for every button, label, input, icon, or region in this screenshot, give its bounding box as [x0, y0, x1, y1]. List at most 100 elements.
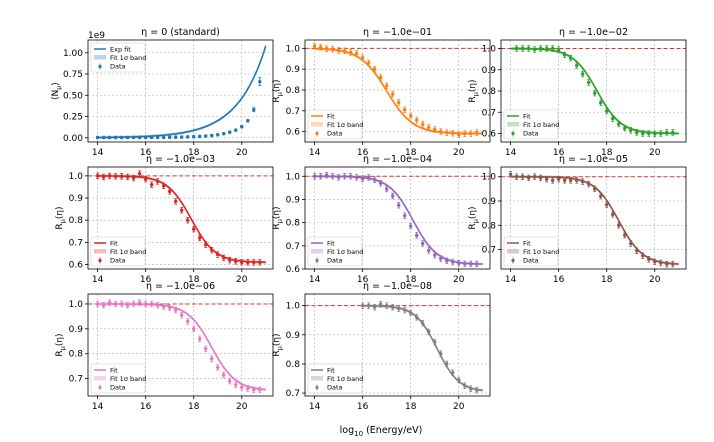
data-point	[605, 109, 609, 113]
data-point	[659, 131, 663, 136]
data-point	[593, 187, 597, 191]
fit-band	[362, 304, 483, 392]
data-point	[330, 47, 335, 52]
data-point	[623, 126, 627, 130]
y-tick-label: 0.9	[286, 65, 301, 75]
y-label-sub: μ	[59, 346, 67, 350]
offset-label: 1e9	[88, 31, 105, 41]
legend-marker-swatch	[315, 131, 319, 136]
data-point	[167, 135, 172, 139]
x-tick-label: 18	[405, 402, 417, 412]
data-point	[258, 79, 262, 84]
y-tick-label: 0.8	[286, 219, 301, 229]
x-tick-label: 20	[453, 275, 465, 285]
y-label-end: (η)	[468, 79, 478, 92]
data-point	[360, 303, 365, 308]
axes-frame	[87, 293, 274, 397]
y-tick-label: 1.0	[482, 173, 497, 183]
data-point	[421, 241, 425, 246]
data-point	[228, 130, 232, 134]
data-point	[433, 253, 437, 257]
legend-label: Fit 1σ band	[327, 121, 363, 129]
fit-line	[97, 303, 266, 391]
y-label-end: (η)	[272, 333, 282, 346]
x-tick-label: 18	[188, 275, 200, 285]
data-point	[95, 174, 100, 178]
data-point	[439, 352, 443, 356]
y-label-main: R	[468, 96, 478, 102]
data-point	[318, 174, 323, 178]
legend-label: Fit 1σ band	[327, 375, 363, 383]
y-axis-label: Rμ(η)	[55, 333, 67, 356]
data-point	[161, 184, 166, 188]
data-point	[204, 347, 208, 351]
data-point	[198, 337, 202, 341]
data-point	[312, 44, 317, 48]
y-label-end: (η)	[272, 79, 282, 92]
subplot-title: η = −1.0e−08	[363, 281, 432, 292]
data-point	[173, 135, 178, 139]
data-point	[234, 259, 238, 263]
data-point	[113, 135, 118, 140]
legend-label: Fit	[327, 240, 335, 248]
y-tick-label: 0.25	[63, 113, 83, 123]
data-point	[378, 75, 383, 80]
x-tick-label: 18	[601, 275, 613, 285]
data-point	[180, 135, 184, 139]
data-point	[593, 91, 597, 95]
legend-label: Data	[110, 257, 126, 265]
data-point	[137, 301, 142, 305]
x-tick-label: 20	[453, 148, 465, 158]
x-tick-label: 18	[405, 275, 417, 285]
fit-band	[97, 44, 266, 139]
data-point	[390, 305, 395, 309]
data-point	[403, 108, 407, 112]
y-tick-label: 0.8	[69, 216, 84, 226]
x-tick-label: 16	[357, 402, 369, 412]
y-tick-label: 0.9	[69, 194, 84, 204]
data-point	[167, 189, 172, 194]
data-point	[137, 171, 142, 176]
data-point	[101, 303, 106, 307]
subplot-title: η = −1.0e−03	[146, 154, 215, 165]
x-tick-label: 14	[92, 275, 104, 285]
data-point	[372, 67, 377, 71]
y-label-main: ⟨N	[51, 90, 61, 100]
subplot-4: 14 16 18 20 0.6 0.7 0.8 0.9 1.0 η = −1.0e−03 Rμ(η)…	[55, 154, 274, 285]
y-tick-label: 0.6	[286, 265, 301, 275]
x-tick-label: 14	[309, 275, 321, 285]
y-axis-label: Rμ(η)	[272, 333, 284, 356]
data-point	[568, 56, 573, 60]
data-point	[599, 100, 603, 105]
y-tick-label: 0.6	[69, 261, 84, 271]
y-tick-label: 0.7	[482, 108, 496, 118]
data-point	[131, 302, 136, 306]
legend-label: Fit 1σ band	[327, 248, 363, 256]
data-point	[186, 218, 190, 222]
legend-label: Fit	[110, 367, 118, 375]
data-point	[403, 213, 407, 218]
legend-marker-swatch	[98, 258, 102, 263]
data-point	[324, 47, 329, 51]
y-label-end: ⟩	[51, 82, 61, 86]
y-tick-label: 0.7	[69, 238, 83, 248]
data-point	[415, 118, 419, 122]
data-point	[384, 187, 389, 191]
y-label-end: (η)	[55, 333, 65, 346]
data-point	[378, 181, 383, 185]
data-point	[210, 356, 214, 361]
data-point	[556, 177, 561, 181]
data-point	[384, 303, 389, 308]
subplot-2: 14 16 18 200.60.70.80.91.0η = −1.0e−01Rμ(η)…	[272, 27, 491, 158]
legend-label: Fit	[110, 240, 118, 248]
y-label-main: R	[55, 350, 65, 356]
x-tick-label: 16	[553, 148, 565, 158]
legend-band-swatch	[94, 249, 106, 254]
data-point	[475, 130, 479, 135]
legend-label: Fit	[327, 367, 335, 375]
subplot-title: η = −1.0e−04	[363, 154, 432, 165]
data-point	[119, 174, 124, 179]
data-point	[508, 172, 513, 176]
y-tick-label: 0.75	[63, 70, 83, 80]
